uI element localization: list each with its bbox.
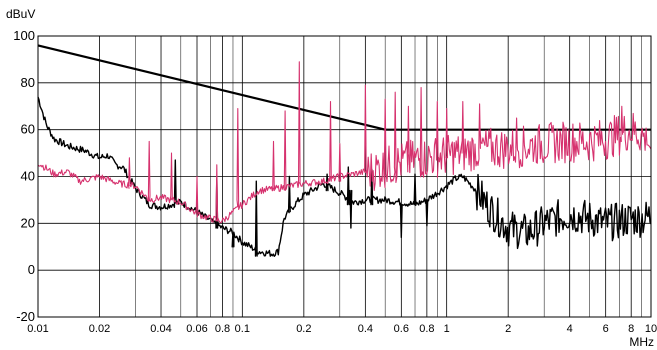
average-trace	[37, 96, 652, 257]
y-tick-label: 0	[28, 262, 35, 277]
series-layer	[37, 44, 652, 257]
x-tick-label: 1	[444, 323, 450, 335]
x-axis-label: MHz	[629, 335, 654, 349]
x-tick-label: 10	[645, 323, 657, 335]
y-tick-label: 40	[21, 169, 35, 184]
x-tick-label: 0.2	[296, 323, 311, 335]
x-tick-label: 0.06	[186, 323, 207, 335]
y-tick-labels: 100 80 60 40 20 0 -20	[13, 28, 35, 324]
x-tick-label: 0.04	[150, 323, 171, 335]
x-tick-label: 0.8	[215, 323, 230, 335]
y-tick-label: -20	[16, 309, 35, 324]
x-tick-label: 6	[603, 323, 609, 335]
limit-line	[37, 44, 651, 131]
x-tick-labels: 0.01 0.02 0.04 0.06 0.8 0.1 0.2 0.4 0.6 0.8 1 2 4 6 8 1…	[27, 323, 657, 335]
y-tick-label: 100	[13, 28, 35, 43]
x-tick-label: 0.6	[394, 323, 409, 335]
y-tick-label: 20	[21, 215, 35, 230]
x-tick-label: 0.01	[27, 323, 48, 335]
plot-frame	[37, 35, 652, 318]
x-tick-label: 0.4	[358, 323, 373, 335]
x-tick-label: 4	[567, 323, 573, 335]
peak-trace	[37, 61, 652, 224]
x-tick-label: 0.8	[419, 323, 434, 335]
x-tick-label: 0.02	[89, 323, 110, 335]
x-tick-label: 8	[628, 323, 634, 335]
x-tick-label: 0.1	[235, 323, 250, 335]
y-tick-label: 80	[21, 75, 35, 90]
x-tick-label: 2	[505, 323, 511, 335]
y-axis-label: dBuV	[6, 7, 35, 21]
y-tick-label: 60	[21, 122, 35, 137]
